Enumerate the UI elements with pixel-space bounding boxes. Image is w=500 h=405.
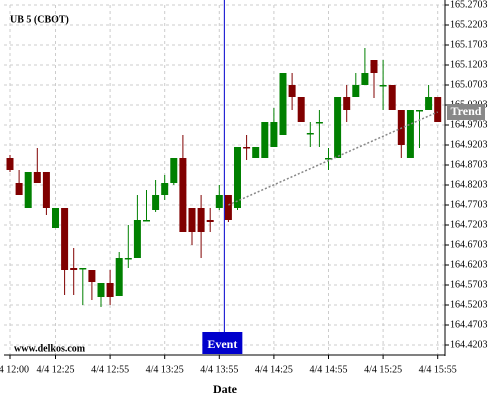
- y-tick-label: 164.7703: [450, 199, 488, 210]
- candle-body: [115, 258, 123, 296]
- candle-body: [79, 268, 87, 270]
- candle-body: [88, 270, 96, 282]
- event-label-box: [202, 332, 243, 354]
- candle-body: [124, 258, 132, 260]
- y-tick-label: 165.1203: [450, 59, 488, 70]
- candle-body: [315, 122, 323, 124]
- y-tick-label: 164.4203: [450, 339, 488, 350]
- candle-body: [270, 122, 278, 147]
- x-tick-label: 4/4 15:25: [364, 364, 402, 375]
- candle-body: [24, 172, 32, 208]
- candle-body: [370, 60, 378, 73]
- candle-body: [234, 147, 241, 208]
- candle-body: [6, 158, 14, 170]
- candle-body: [133, 220, 141, 258]
- y-tick-label: 164.5203: [450, 299, 488, 310]
- candle-body: [388, 85, 396, 110]
- trend-label: Trend: [451, 104, 482, 118]
- y-tick-label: 164.4703: [450, 319, 488, 330]
- x-tick-label: 4/4 14:25: [255, 364, 293, 375]
- candle-body: [279, 73, 287, 135]
- candle-body: [224, 195, 232, 220]
- candle-body: [170, 158, 178, 183]
- candle-body: [215, 195, 223, 208]
- y-tick-label: 165.0703: [450, 79, 488, 90]
- y-tick-label: 164.6203: [450, 259, 488, 270]
- y-tick-label: 164.6703: [450, 239, 488, 250]
- candle-body: [143, 220, 150, 222]
- candle-body: [361, 73, 369, 85]
- candle-body: [325, 158, 332, 160]
- candle-body: [261, 122, 269, 158]
- candle-body: [52, 208, 59, 228]
- y-tick-label: 165.1703: [450, 39, 488, 50]
- chart-title: UB 5 (CBOT): [10, 14, 69, 25]
- candle-body: [379, 85, 387, 87]
- candle-body: [297, 97, 305, 122]
- candle-body: [188, 208, 196, 232]
- candle-body: [343, 97, 351, 110]
- x-tick-label: 4/4 12:55: [91, 364, 129, 375]
- y-tick-label: 164.9203: [450, 139, 488, 150]
- candle-body: [434, 97, 442, 122]
- candle-body: [197, 208, 205, 232]
- x-tick-label: 4/4 14:55: [309, 364, 347, 375]
- y-tick-label: 164.9703: [450, 119, 488, 130]
- y-tick-label: 165.2703: [450, 0, 488, 10]
- candle-body: [334, 97, 342, 158]
- candle-body: [152, 195, 160, 210]
- candle-body: [70, 268, 78, 270]
- x-tick-label: 4/4 15:55: [419, 364, 457, 375]
- candle-body: [425, 97, 433, 110]
- x-axis-title: Date: [213, 382, 238, 396]
- candle-body: [406, 110, 414, 158]
- candle-body: [288, 85, 296, 97]
- candle-body: [33, 172, 41, 183]
- candle-body: [106, 283, 114, 297]
- event-label: Event: [207, 337, 237, 351]
- trend-label-box: [447, 104, 485, 120]
- candle-body: [15, 183, 23, 195]
- candle-body: [97, 283, 105, 297]
- y-tick-label: 164.7203: [450, 219, 488, 230]
- candle-body: [61, 208, 69, 270]
- y-tick-label: 164.8703: [450, 159, 488, 170]
- x-tick-label: 4/4 12:00: [0, 364, 29, 375]
- y-tick-label: 164.8203: [450, 179, 488, 190]
- y-tick-label: 165.2203: [450, 19, 488, 30]
- candle-body: [42, 172, 50, 208]
- candle-body: [161, 183, 169, 195]
- candle-body: [306, 133, 314, 135]
- y-tick-label: 164.5703: [450, 279, 488, 290]
- x-tick-label: 4/4 13:25: [146, 364, 184, 375]
- candle-body: [352, 85, 360, 97]
- candle-body: [252, 147, 260, 158]
- x-tick-label: 4/4 13:55: [200, 364, 238, 375]
- candle-body: [206, 220, 214, 222]
- watermark: www.delkos.com: [14, 343, 86, 354]
- x-tick-label: 4/4 12:25: [36, 364, 74, 375]
- candle-body: [416, 110, 423, 112]
- candle-body: [179, 158, 187, 232]
- candle-body: [243, 147, 251, 149]
